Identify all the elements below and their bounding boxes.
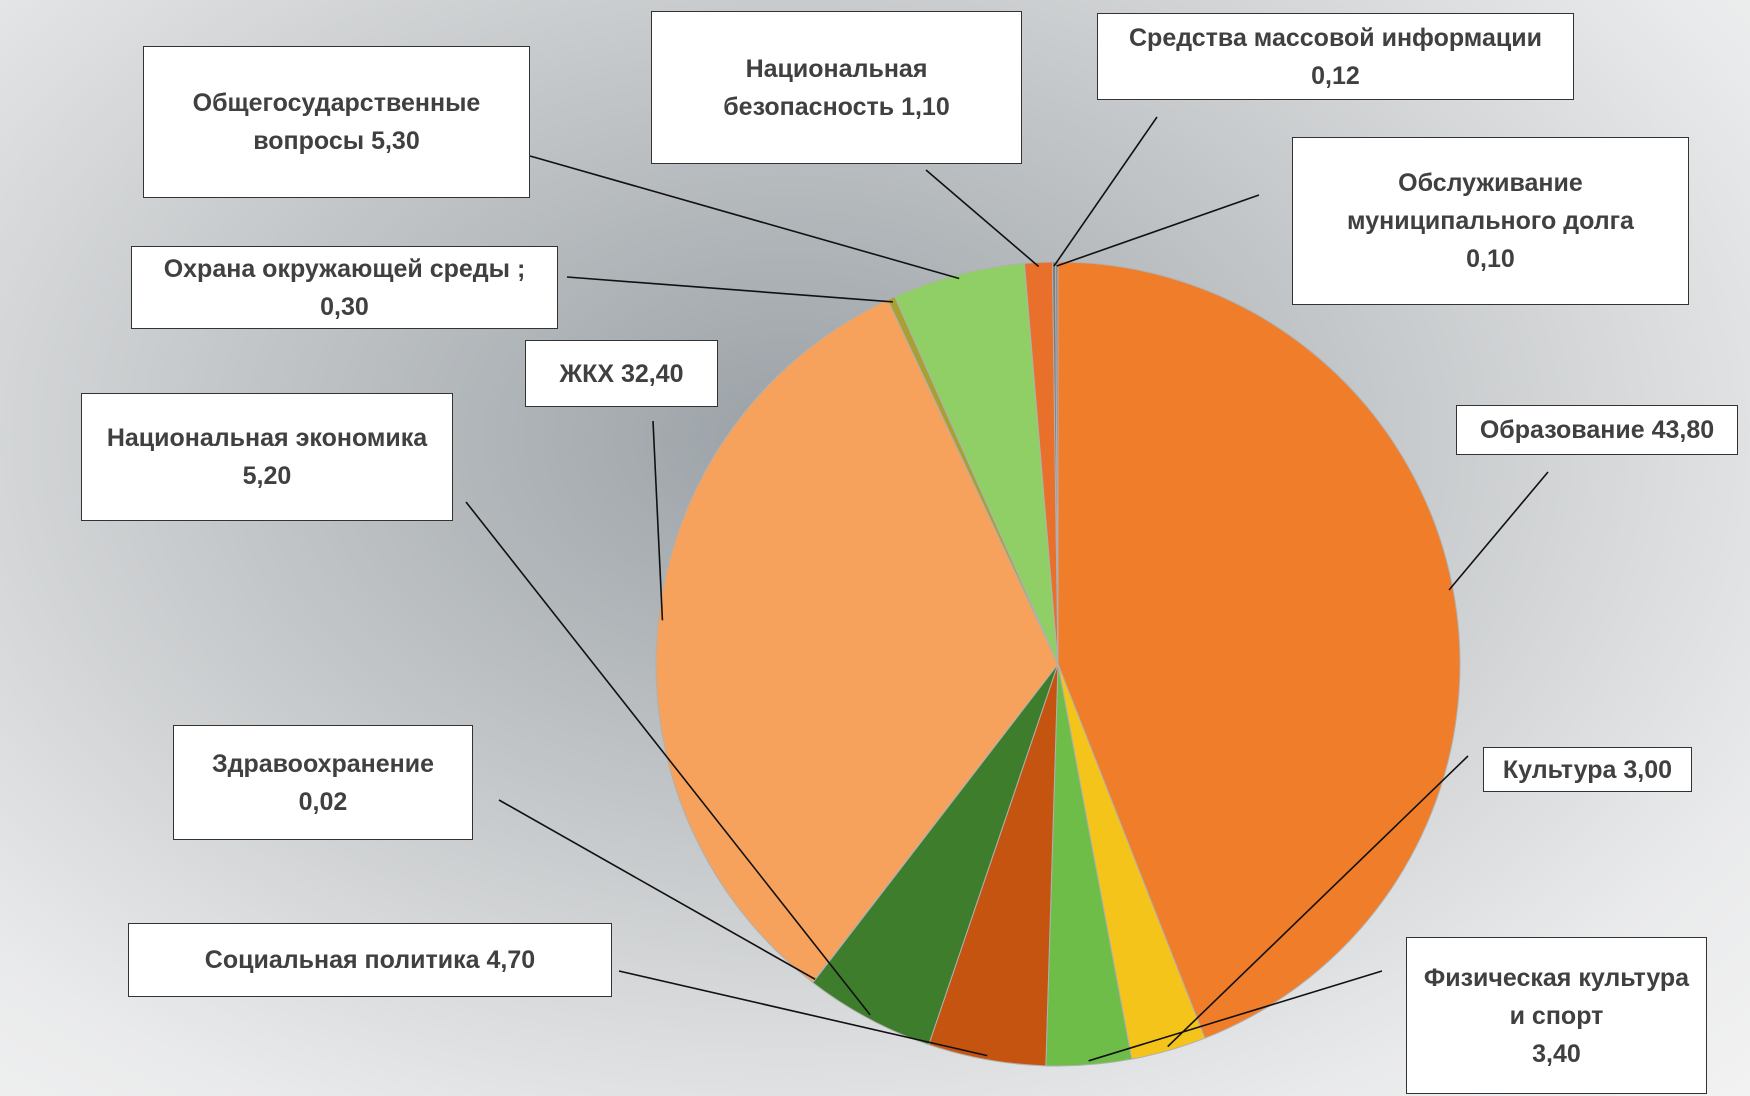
data-label: Здравоохранение 0,02 xyxy=(173,725,473,840)
data-label: Средства массовой информации 0,12 xyxy=(1097,13,1574,100)
value-label: 0,30 xyxy=(320,292,369,321)
category-name: Обслуживание муниципального долга xyxy=(1347,169,1634,235)
category-name: Физическая культура и спорт xyxy=(1423,963,1690,1030)
category-name: Общегосударственные вопросы xyxy=(192,89,481,155)
data-label: Физическая культура и спорт 3,40 xyxy=(1406,937,1707,1094)
value-label: 0,02 xyxy=(298,787,348,816)
data-label: Общегосударственные вопросы 5,30 xyxy=(143,46,530,198)
leader-line xyxy=(1056,194,1260,267)
label-text: Средства массовой информации 0,12 xyxy=(1129,19,1542,95)
data-label: Охрана окружающей среды ; 0,30 xyxy=(131,246,558,329)
data-label: Образование 43,80 xyxy=(1456,405,1738,455)
leader-line xyxy=(1088,970,1383,1062)
value-label: 0,10 xyxy=(1466,245,1515,273)
label-text: Охрана окружающей среды ; 0,30 xyxy=(164,250,526,326)
leader-line xyxy=(465,501,871,1016)
label-text: Здравоохранение 0,02 xyxy=(212,745,434,821)
value-label: 0,12 xyxy=(1311,61,1360,90)
value-label: 3,40 xyxy=(1532,1039,1581,1068)
data-label: Культура 3,00 xyxy=(1483,747,1692,792)
value-label: 3,00 xyxy=(1623,755,1673,784)
pie-slice xyxy=(894,262,1059,665)
pie-slice xyxy=(655,299,1059,983)
category-name: ЖКХ xyxy=(559,359,614,388)
data-label: Национальная экономика 5,20 xyxy=(81,393,453,521)
category-name: Здравоохранение xyxy=(211,749,435,778)
category-name: Социальная политика xyxy=(204,946,480,974)
value-label: 1,10 xyxy=(901,92,950,121)
data-label: Социальная политика 4,70 xyxy=(128,923,612,997)
label-text: Общегосударственные вопросы 5,30 xyxy=(152,84,521,160)
data-label: Национальная безопасность 1,10 xyxy=(651,11,1022,164)
category-name: Охрана окружающей среды ; xyxy=(163,254,526,283)
leader-line xyxy=(1448,471,1549,591)
label-text: Национальная экономика 5,20 xyxy=(90,419,444,495)
leader-line xyxy=(529,155,960,280)
value-label: 43,80 xyxy=(1651,416,1715,444)
leader-line xyxy=(1167,755,1469,1048)
data-label: ЖКХ 32,40 xyxy=(525,340,718,407)
label-text: Обслуживание муниципального долга 0,10 xyxy=(1301,164,1680,278)
data-label: Обслуживание муниципального долга 0,10 xyxy=(1292,137,1689,305)
value-label: 5,30 xyxy=(371,127,420,155)
label-text: Образование 43,80 xyxy=(1480,411,1714,449)
label-text: Социальная политика 4,70 xyxy=(205,941,535,979)
leader-line xyxy=(1053,116,1158,267)
value-label: 5,20 xyxy=(242,462,292,490)
category-name: Национальная безопасность xyxy=(723,54,928,121)
category-name: Средства массовой информации xyxy=(1129,23,1542,52)
label-text: Национальная безопасность 1,10 xyxy=(660,50,1013,126)
category-name: Культура xyxy=(1502,755,1617,784)
leader-line xyxy=(925,169,1040,268)
value-label: 4,70 xyxy=(486,946,536,974)
label-text: Физическая культура и спорт 3,40 xyxy=(1415,959,1698,1073)
leader-line xyxy=(566,276,893,303)
category-name: Образование xyxy=(1479,416,1645,444)
leader-line xyxy=(498,799,816,980)
label-text: Культура 3,00 xyxy=(1503,751,1672,789)
label-text: ЖКХ 32,40 xyxy=(559,355,683,393)
category-name: Национальная экономика xyxy=(106,424,428,452)
pie-slice xyxy=(1057,261,1461,1039)
leader-line xyxy=(618,970,988,1057)
leader-line xyxy=(652,420,664,621)
value-label: 32,40 xyxy=(620,359,684,388)
